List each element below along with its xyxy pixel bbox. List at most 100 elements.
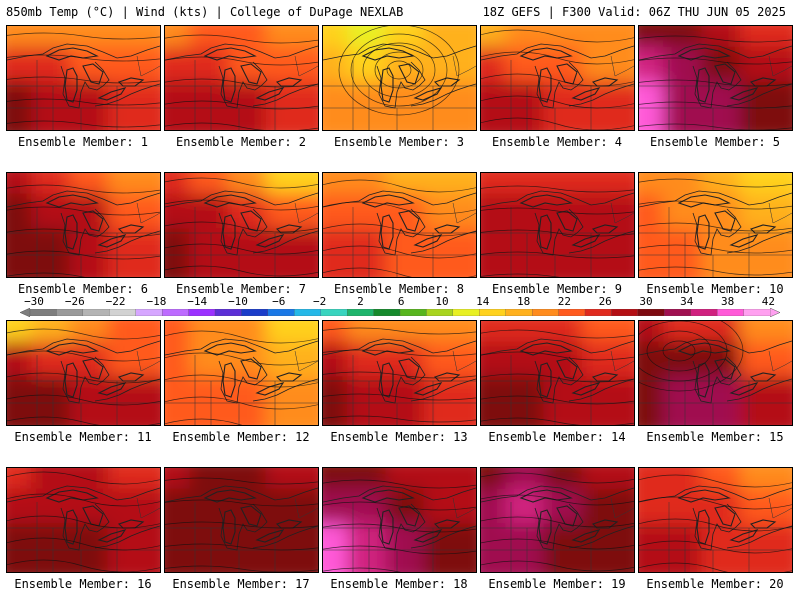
- map-outlines: [481, 190, 634, 277]
- temperature-field: [7, 173, 160, 277]
- temperature-map: [165, 26, 318, 130]
- temperature-field: [481, 321, 634, 425]
- isobar-lines: [7, 471, 160, 572]
- colorbar-swatch: [373, 309, 401, 316]
- isobar-lines: [323, 479, 476, 572]
- isobar-lines: [165, 330, 318, 425]
- ensemble-map-10: [638, 172, 793, 278]
- colorbar-tick-label: −22: [105, 295, 126, 308]
- colorbar-swatch: [109, 309, 137, 316]
- run-info: 18Z GEFS | F300 Valid: 06Z THU JUN 05 20…: [482, 5, 786, 19]
- map-outlines: [323, 485, 476, 572]
- temperature-field: [481, 173, 634, 277]
- temperature-map: [481, 468, 634, 572]
- ensemble-map-9: [480, 172, 635, 278]
- temperature-map: [481, 173, 634, 277]
- temperature-field: [7, 26, 160, 130]
- member-label: Ensemble Member: 18: [330, 577, 468, 591]
- member-label: Ensemble Member: 1: [17, 135, 149, 149]
- member-label: Ensemble Member: 13: [330, 430, 468, 444]
- colorbar-tick-label: 6: [397, 295, 405, 308]
- colorbar-swatch: [56, 309, 84, 316]
- temperature-cell: [265, 81, 318, 130]
- colorbar-tick-label: 30: [639, 295, 653, 308]
- isobar-lines: [639, 35, 792, 130]
- member-label: Ensemble Member: 12: [172, 430, 310, 444]
- temperature-cell: [107, 523, 160, 572]
- temperature-map: [165, 173, 318, 277]
- colorbar: [30, 309, 770, 316]
- member-label: Ensemble Member: 6: [17, 282, 149, 296]
- colorbar-swatch: [161, 309, 190, 316]
- colorbar-swatch: [320, 309, 348, 316]
- ensemble-map-4: [480, 25, 635, 131]
- colorbar-swatch: [30, 309, 58, 316]
- colorbar-swatch: [426, 309, 454, 316]
- colorbar-arrow-left: [20, 308, 30, 317]
- temperature-cell: [107, 228, 160, 277]
- chart-title: 850mb Temp (°C) | Wind (kts) | College o…: [6, 5, 404, 19]
- member-label: Ensemble Member: 14: [488, 430, 626, 444]
- map-outlines: [7, 43, 160, 130]
- temperature-cell: [581, 228, 634, 277]
- temperature-field: [165, 26, 318, 130]
- member-label: Ensemble Member: 10: [646, 282, 784, 296]
- temperature-field: [639, 321, 792, 425]
- isobar-lines: [7, 32, 160, 128]
- colorbar-swatch: [294, 309, 322, 316]
- temperature-field: [7, 321, 160, 425]
- isobar-lines: [7, 184, 160, 277]
- ensemble-map-16: [6, 467, 161, 573]
- colorbar-swatch: [267, 309, 295, 316]
- temperature-field: [165, 173, 318, 277]
- colorbar-tick-label: −26: [64, 295, 85, 308]
- colorbar-swatch: [135, 309, 163, 316]
- colorbar-swatch: [505, 309, 533, 316]
- member-label: Ensemble Member: 8: [333, 282, 465, 296]
- ensemble-map-17: [164, 467, 319, 573]
- temperature-field: [165, 321, 318, 425]
- isobar-lines: [323, 179, 476, 277]
- map-outlines: [165, 190, 318, 277]
- member-label: Ensemble Member: 11: [14, 430, 152, 444]
- map-outlines: [165, 43, 318, 130]
- member-label: Ensemble Member: 17: [172, 577, 310, 591]
- temperature-field: [165, 468, 318, 572]
- member-label: Ensemble Member: 5: [649, 135, 781, 149]
- temperature-cell: [265, 376, 318, 425]
- member-label: Ensemble Member: 9: [491, 282, 623, 296]
- isobar-lines: [481, 329, 634, 425]
- colorbar-tick-label: 18: [516, 295, 531, 308]
- colorbar-swatch: [188, 309, 216, 316]
- colorbar-tick-label: −2: [312, 295, 327, 308]
- temperature-cell: [423, 523, 476, 572]
- ensemble-map-1: [6, 25, 161, 131]
- colorbar-swatch: [214, 309, 243, 316]
- temperature-field: [639, 173, 792, 277]
- colorbar-swatch: [531, 309, 560, 316]
- member-label: Ensemble Member: 16: [14, 577, 152, 591]
- temperature-field: [323, 321, 476, 425]
- temperature-cell: [423, 81, 476, 130]
- isobar-lines: [7, 328, 160, 425]
- colorbar-swatch: [346, 309, 375, 316]
- ensemble-map-2: [164, 25, 319, 131]
- temperature-cell: [739, 81, 792, 130]
- colorbar-tick-label: 14: [476, 295, 490, 308]
- temperature-map: [7, 173, 160, 277]
- temperature-map: [639, 321, 792, 425]
- temperature-map: [481, 26, 634, 130]
- ensemble-map-7: [164, 172, 319, 278]
- temperature-map: [7, 321, 160, 425]
- temperature-map: [165, 468, 318, 572]
- colorbar-swatch: [399, 309, 428, 316]
- isobar-lines: [165, 34, 318, 130]
- temperature-cell: [265, 228, 318, 277]
- map-outlines: [7, 190, 160, 277]
- colorbar-swatch: [241, 309, 269, 316]
- temperature-map: [7, 26, 160, 130]
- map-outlines: [323, 338, 476, 425]
- temperature-field: [323, 468, 476, 572]
- temperature-map: [639, 26, 792, 130]
- ensemble-map-12: [164, 320, 319, 426]
